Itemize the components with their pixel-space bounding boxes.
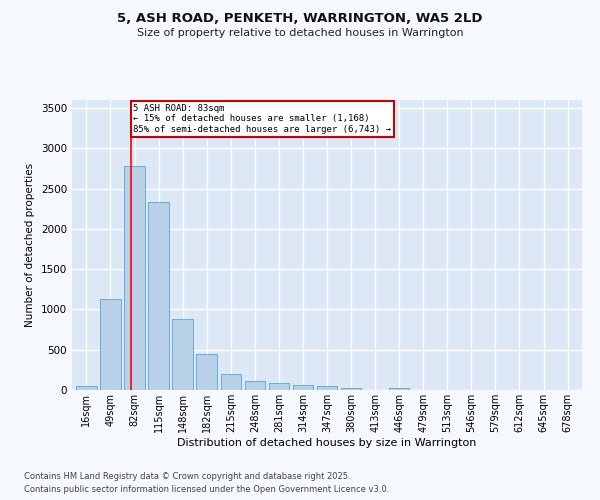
Bar <box>196 354 217 390</box>
Bar <box>317 386 337 390</box>
Text: 5, ASH ROAD, PENKETH, WARRINGTON, WA5 2LD: 5, ASH ROAD, PENKETH, WARRINGTON, WA5 2L… <box>117 12 483 26</box>
Text: Contains public sector information licensed under the Open Government Licence v3: Contains public sector information licen… <box>24 485 389 494</box>
Bar <box>76 386 97 390</box>
Bar <box>341 388 361 390</box>
Text: Contains HM Land Registry data © Crown copyright and database right 2025.: Contains HM Land Registry data © Crown c… <box>24 472 350 481</box>
X-axis label: Distribution of detached houses by size in Warrington: Distribution of detached houses by size … <box>178 438 476 448</box>
Bar <box>148 202 169 390</box>
Bar <box>221 374 241 390</box>
Y-axis label: Number of detached properties: Number of detached properties <box>25 163 35 327</box>
Text: Size of property relative to detached houses in Warrington: Size of property relative to detached ho… <box>137 28 463 38</box>
Text: 5 ASH ROAD: 83sqm
← 15% of detached houses are smaller (1,168)
85% of semi-detac: 5 ASH ROAD: 83sqm ← 15% of detached hous… <box>133 104 391 134</box>
Bar <box>389 388 409 390</box>
Bar <box>293 385 313 390</box>
Bar <box>269 383 289 390</box>
Bar <box>124 166 145 390</box>
Bar <box>245 381 265 390</box>
Bar <box>172 319 193 390</box>
Bar <box>100 299 121 390</box>
